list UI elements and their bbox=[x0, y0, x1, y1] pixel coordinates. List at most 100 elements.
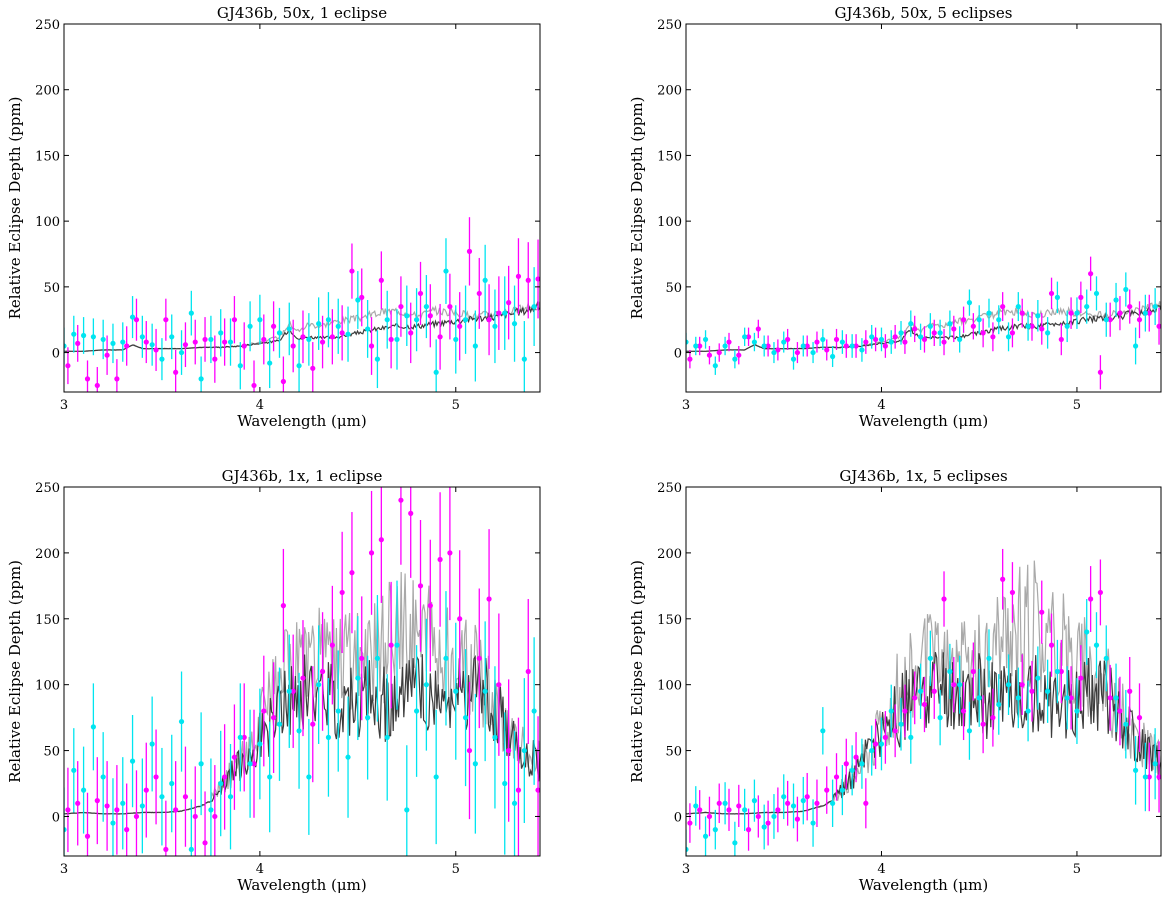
data-point bbox=[368, 550, 375, 556]
data-point bbox=[466, 747, 473, 754]
y-tick-label: 100 bbox=[657, 215, 682, 230]
data-point bbox=[843, 343, 849, 349]
data-point bbox=[511, 321, 518, 327]
data-point bbox=[843, 761, 849, 767]
data-point bbox=[1058, 336, 1064, 343]
data-point bbox=[873, 336, 879, 343]
data-point bbox=[153, 347, 159, 353]
data-point bbox=[163, 846, 169, 853]
data-point bbox=[794, 349, 801, 356]
data-point bbox=[849, 767, 855, 773]
data-point bbox=[1048, 642, 1055, 648]
data-point bbox=[173, 369, 179, 375]
data-point bbox=[947, 668, 953, 675]
data-point bbox=[521, 356, 527, 362]
data-point bbox=[349, 570, 355, 576]
data-point bbox=[466, 248, 473, 254]
data-point bbox=[1078, 675, 1084, 681]
data-point bbox=[75, 340, 81, 346]
data-point bbox=[745, 334, 752, 340]
data-point bbox=[71, 767, 77, 773]
data-point bbox=[990, 334, 996, 340]
y-tick-label: 250 bbox=[657, 481, 682, 496]
panel-2: GJ436b, 50x, 5 eclipses 0 50 100 150 200 250 3 4… bbox=[628, 4, 1162, 430]
data-point bbox=[693, 803, 699, 809]
data-point bbox=[139, 334, 145, 340]
series-2 bbox=[686, 272, 1158, 375]
data-point bbox=[300, 675, 306, 681]
data-point bbox=[771, 813, 777, 820]
data-point bbox=[1029, 323, 1035, 329]
data-point bbox=[892, 728, 898, 734]
data-point bbox=[742, 334, 748, 340]
data-point bbox=[702, 336, 709, 343]
data-point bbox=[902, 339, 908, 345]
data-point bbox=[374, 356, 381, 362]
data-point bbox=[270, 323, 277, 329]
data-point bbox=[65, 363, 71, 369]
data-point bbox=[1132, 767, 1139, 773]
data-point bbox=[300, 334, 306, 340]
y-tick-label: 200 bbox=[657, 547, 682, 562]
axes-frame bbox=[63, 486, 541, 857]
data-point bbox=[129, 758, 136, 764]
data-point bbox=[697, 807, 703, 813]
data-point bbox=[830, 353, 836, 360]
data-point bbox=[1103, 317, 1109, 323]
data-point bbox=[114, 376, 120, 382]
data-point bbox=[833, 336, 840, 343]
data-point bbox=[227, 794, 234, 800]
data-point bbox=[437, 556, 443, 563]
data-point bbox=[960, 708, 967, 714]
y-tick-label: 200 bbox=[35, 547, 60, 562]
data-point bbox=[100, 336, 106, 343]
data-point bbox=[143, 787, 149, 793]
data-point bbox=[394, 336, 400, 343]
data-point bbox=[413, 317, 420, 323]
data-point bbox=[427, 313, 433, 319]
data-point bbox=[365, 326, 371, 332]
x-axis-label: Wavelength (μm) bbox=[859, 876, 988, 894]
data-point bbox=[365, 715, 371, 721]
data-point bbox=[457, 323, 463, 329]
x-tick-label: 5 bbox=[452, 862, 460, 877]
data-point bbox=[149, 342, 155, 348]
x-tick-label: 3 bbox=[60, 398, 68, 413]
data-point bbox=[408, 510, 414, 516]
data-point bbox=[120, 339, 126, 345]
data-point bbox=[970, 323, 976, 329]
data-point bbox=[329, 642, 335, 648]
y-tick-label: 250 bbox=[35, 18, 60, 33]
data-point bbox=[339, 589, 345, 596]
data-point bbox=[686, 846, 689, 853]
data-point bbox=[80, 787, 87, 793]
data-point bbox=[908, 734, 914, 740]
data-point bbox=[251, 382, 257, 389]
data-point bbox=[931, 330, 937, 336]
data-point bbox=[990, 715, 996, 721]
data-point bbox=[335, 323, 341, 329]
data-point bbox=[980, 721, 986, 727]
data-point bbox=[178, 349, 185, 356]
data-point bbox=[290, 343, 296, 349]
data-point bbox=[237, 363, 243, 369]
panel-1: GJ436b, 50x, 1 eclipse 0 50 100 150 200 250 3 4 5… bbox=[6, 4, 541, 430]
y-tick-label: 250 bbox=[657, 18, 682, 33]
data-point bbox=[71, 331, 77, 337]
data-point bbox=[104, 803, 110, 809]
data-point bbox=[824, 347, 830, 353]
data-point bbox=[1054, 668, 1060, 675]
data-point bbox=[996, 701, 1002, 708]
data-point bbox=[1156, 774, 1161, 780]
data-point bbox=[218, 780, 224, 787]
data-point bbox=[237, 734, 243, 740]
data-point bbox=[1068, 695, 1074, 701]
data-point bbox=[830, 800, 836, 806]
data-point bbox=[947, 321, 953, 327]
data-point bbox=[781, 794, 787, 800]
data-point bbox=[374, 655, 381, 661]
y-tick-label: 50 bbox=[665, 281, 682, 296]
data-point bbox=[94, 798, 100, 804]
data-point bbox=[535, 276, 540, 282]
y-tick-label: 0 bbox=[52, 810, 60, 825]
